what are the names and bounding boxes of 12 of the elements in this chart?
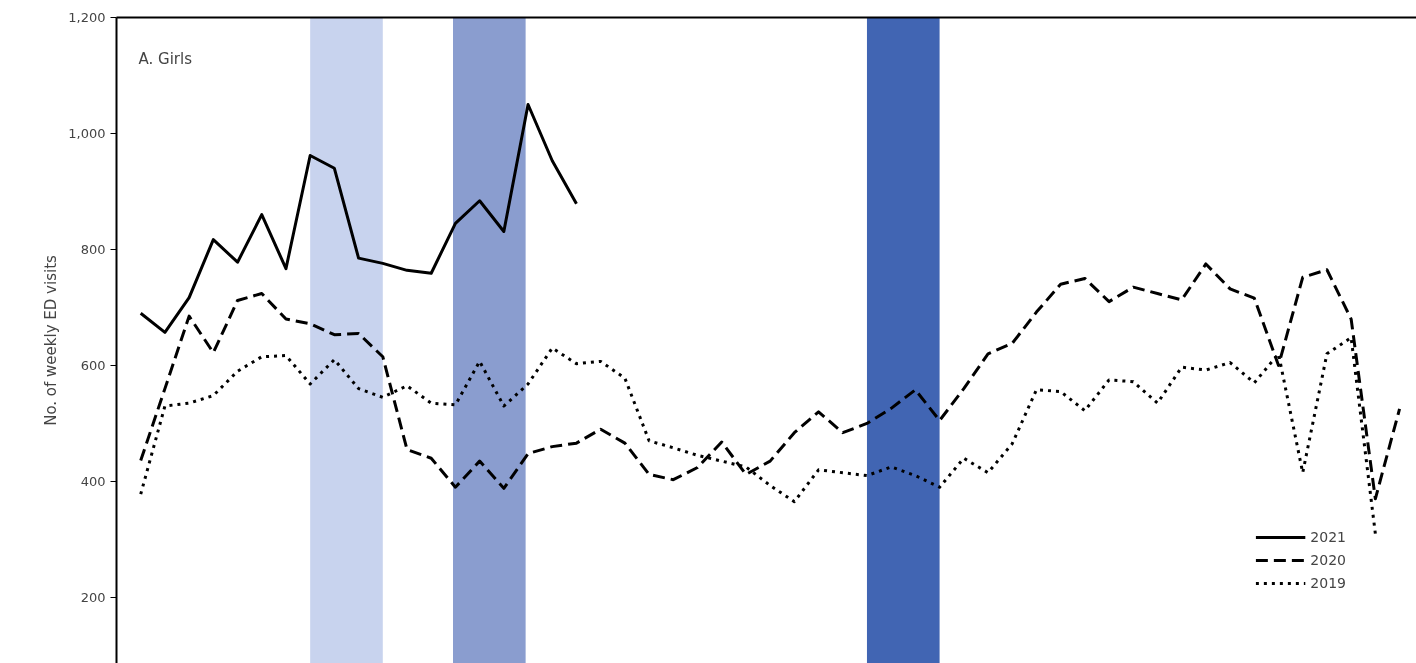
- y-tick-label: 800: [80, 241, 106, 257]
- y-tick-label: 1,000: [68, 125, 106, 141]
- y-tick-label: 1,200: [68, 10, 106, 25]
- y-tick-label: 600: [80, 357, 106, 373]
- annotation: A. Girls: [138, 49, 193, 68]
- line-series: [139, 102, 578, 334]
- y-axis-title: No. of weekly ED visits: [42, 255, 61, 426]
- legend-label: 2021: [1310, 529, 1346, 545]
- legend-label: 2019: [1310, 575, 1346, 591]
- y-tick-label: 200: [80, 589, 106, 605]
- y-tick-label: 400: [80, 473, 106, 489]
- legend-label: 2020: [1310, 552, 1346, 568]
